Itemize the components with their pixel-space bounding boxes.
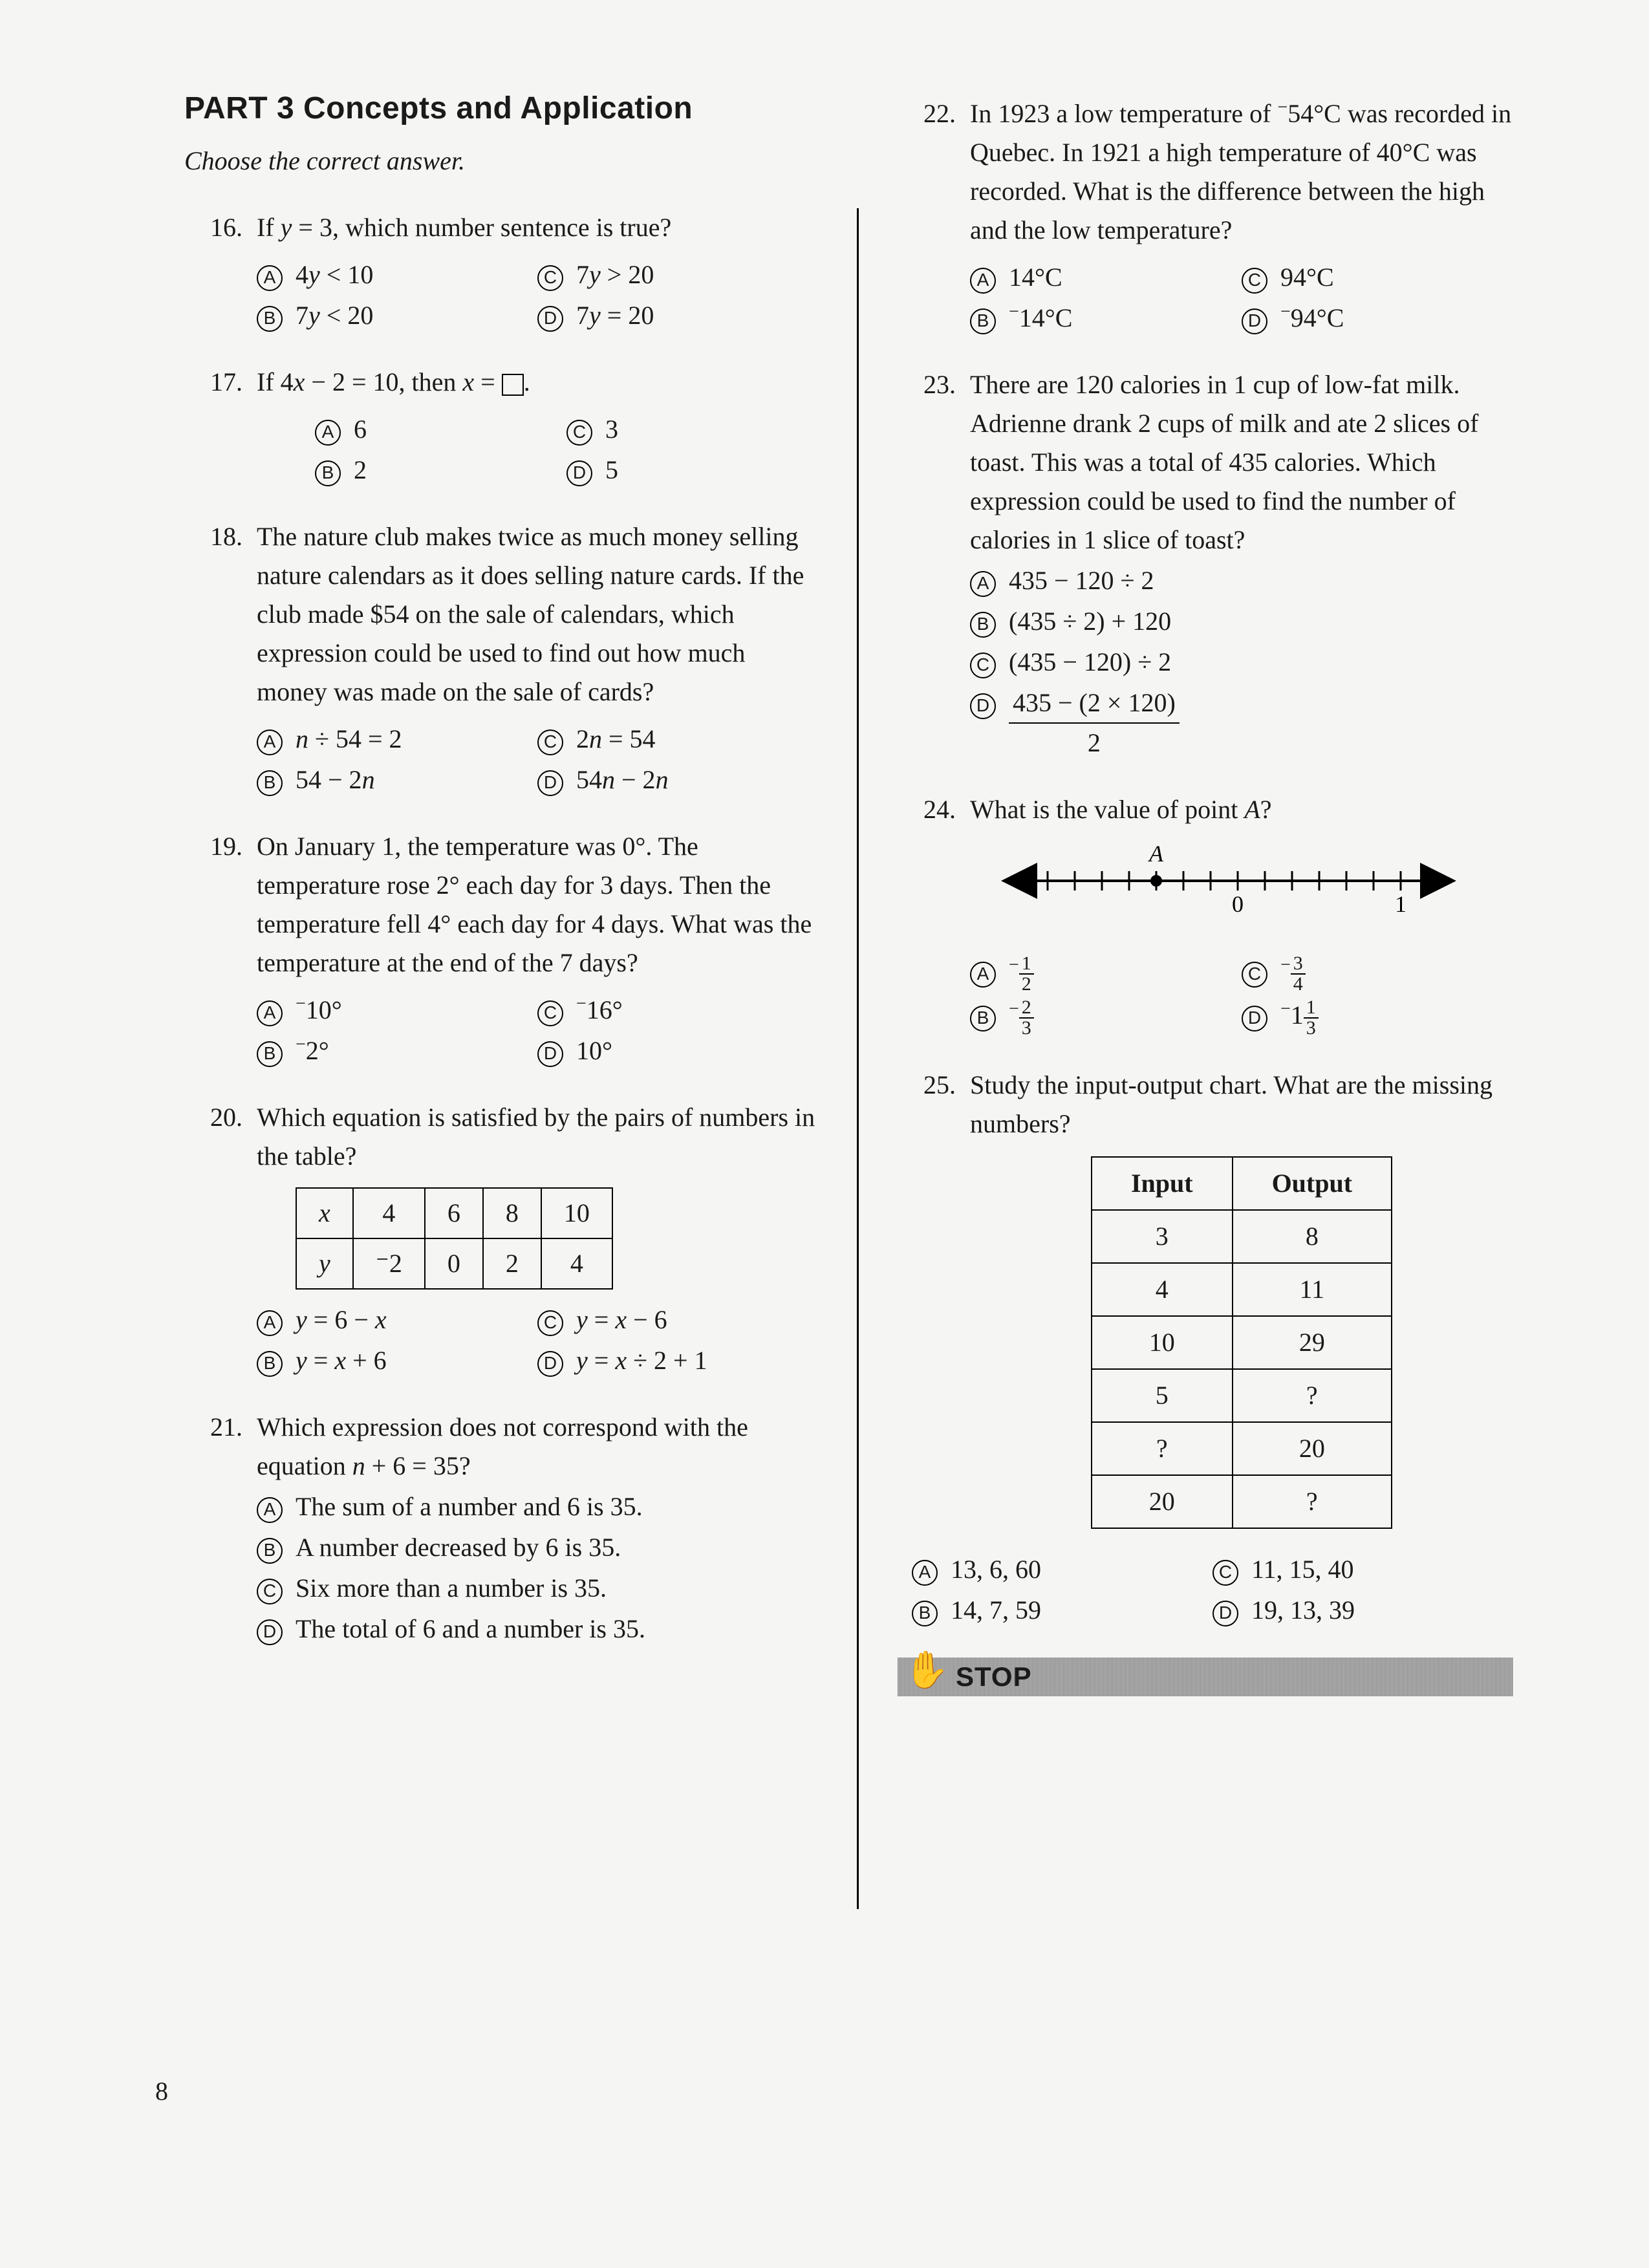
question-22: 22. In 1923 a low temperature of −54°C w… xyxy=(898,94,1513,340)
question-16: 16. If y = 3, which number sentence is t… xyxy=(184,208,818,337)
question-number: 23. xyxy=(898,365,970,764)
question-18: 18. The nature club makes twice as much … xyxy=(184,517,818,801)
choice-c[interactable]: C2n = 54 xyxy=(537,720,818,759)
choice-c[interactable]: C3 xyxy=(566,410,818,449)
stop-bar: ✋ STOP xyxy=(898,1658,1513,1696)
choice-a[interactable]: A−10° xyxy=(257,991,537,1030)
stop-label: STOP xyxy=(956,1661,1032,1692)
choice-a[interactable]: AThe sum of a number and 6 is 35. xyxy=(257,1487,818,1526)
question-text: Which expression does not correspond wit… xyxy=(257,1408,818,1485)
question-number: 18. xyxy=(184,517,257,801)
question-text: On January 1, the temperature was 0°. Th… xyxy=(257,827,818,982)
part-label: PART 3 xyxy=(184,91,294,125)
choice-a[interactable]: Ay = 6 − x xyxy=(257,1301,537,1339)
choice-b[interactable]: By = x + 6 xyxy=(257,1341,537,1380)
question-25: 25. Study the input-output chart. What a… xyxy=(898,1066,1513,1632)
hand-icon: ✋ xyxy=(904,1648,949,1691)
question-17: 17. If 4x − 2 = 10, then x = . A6 B2 C3 … xyxy=(184,363,818,491)
choice-d[interactable]: D10° xyxy=(537,1031,818,1070)
page-number: 8 xyxy=(155,2076,168,2106)
choice-b[interactable]: B14, 7, 59 xyxy=(912,1591,1212,1630)
choice-d[interactable]: D54n − 2n xyxy=(537,761,818,799)
question-21: 21. Which expression does not correspond… xyxy=(184,1408,818,1650)
question-text: There are 120 calories in 1 cup of low-f… xyxy=(970,365,1513,559)
choice-letter: D xyxy=(537,306,563,332)
choice-b[interactable]: BA number decreased by 6 is 35. xyxy=(257,1528,818,1567)
choice-c[interactable]: C−34 xyxy=(1242,952,1513,994)
choice-d[interactable]: D−113 xyxy=(1242,996,1513,1038)
choice-a[interactable]: An ÷ 54 = 2 xyxy=(257,720,537,759)
choice-b[interactable]: B54 − 2n xyxy=(257,761,537,799)
question-number: 22. xyxy=(898,94,970,340)
svg-text:A: A xyxy=(1148,841,1164,867)
choice-b[interactable]: B−14°C xyxy=(970,299,1242,338)
choice-a[interactable]: A6 xyxy=(315,410,566,449)
svg-text:1: 1 xyxy=(1395,891,1406,917)
choice-a[interactable]: A435 − 120 ÷ 2 xyxy=(970,561,1513,600)
choice-c[interactable]: C−16° xyxy=(537,991,818,1030)
question-text: If y = 3, which number sentence is true? xyxy=(257,208,818,247)
choice-b[interactable]: B2 xyxy=(315,451,566,490)
question-text: If 4x − 2 = 10, then x = . xyxy=(257,363,818,402)
choice-c[interactable]: C7y > 20 xyxy=(537,255,818,294)
choice-b[interactable]: B−2° xyxy=(257,1031,537,1070)
question-text: In 1923 a low temperature of −54°C was r… xyxy=(970,94,1513,250)
choice-letter: C xyxy=(537,265,563,291)
choice-c[interactable]: C(435 − 120) ÷ 2 xyxy=(970,643,1513,682)
xy-table: x 4 6 8 10 y ⁻2 0 2 4 xyxy=(296,1187,613,1290)
question-20: 20. Which equation is satisfied by the p… xyxy=(184,1098,818,1382)
choice-b[interactable]: B(435 ÷ 2) + 120 xyxy=(970,602,1513,641)
choice-letter: A xyxy=(257,265,283,291)
question-text: What is the value of point A? xyxy=(970,790,1513,829)
choice-d[interactable]: DThe total of 6 and a number is 35. xyxy=(257,1610,818,1648)
question-number: 17. xyxy=(184,363,257,491)
question-number: 21. xyxy=(184,1408,257,1650)
question-23: 23. There are 120 calories in 1 cup of l… xyxy=(898,365,1513,764)
question-text: Which equation is satisfied by the pairs… xyxy=(257,1098,818,1176)
choice-letter: B xyxy=(257,306,283,332)
choice-d[interactable]: D19, 13, 39 xyxy=(1212,1591,1513,1630)
number-line-diagram: A 0 1 xyxy=(996,836,1513,937)
question-number: 24. xyxy=(898,790,970,1040)
right-column: 22. In 1923 a low temperature of −54°C w… xyxy=(898,94,1513,1909)
choice-c[interactable]: CSix more than a number is 35. xyxy=(257,1569,818,1608)
choice-b[interactable]: B−23 xyxy=(970,996,1242,1038)
question-number: 25. xyxy=(898,1066,970,1632)
choice-d[interactable]: Dy = x ÷ 2 + 1 xyxy=(537,1341,818,1380)
choice-c[interactable]: Cy = x − 6 xyxy=(537,1301,818,1339)
left-column: 16. If y = 3, which number sentence is t… xyxy=(184,208,818,1909)
input-output-table: InputOutput 38 411 1029 5? ?20 20? xyxy=(1091,1156,1392,1529)
choice-b[interactable]: B7y < 20 xyxy=(257,296,537,335)
choice-c[interactable]: C94°C xyxy=(1242,258,1513,297)
choice-a[interactable]: A−12 xyxy=(970,952,1242,994)
question-number: 20. xyxy=(184,1098,257,1382)
question-number: 16. xyxy=(184,208,257,337)
choice-a[interactable]: A13, 6, 60 xyxy=(912,1550,1212,1589)
choice-d[interactable]: D7y = 20 xyxy=(537,296,818,335)
column-divider xyxy=(857,208,859,1909)
question-text: The nature club makes twice as much mone… xyxy=(257,517,818,711)
choice-d[interactable]: D5 xyxy=(566,451,818,490)
choice-c[interactable]: C11, 15, 40 xyxy=(1212,1550,1513,1589)
part-heading: Concepts and Application xyxy=(303,91,693,125)
choice-d[interactable]: D−94°C xyxy=(1242,299,1513,338)
choice-a[interactable]: A4y < 10 xyxy=(257,255,537,294)
question-24: 24. What is the value of point A? xyxy=(898,790,1513,1040)
question-text: Study the input-output chart. What are t… xyxy=(970,1066,1513,1143)
svg-text:0: 0 xyxy=(1232,891,1244,917)
choice-d[interactable]: D 435 − (2 × 120) 2 xyxy=(970,684,1513,762)
question-19: 19. On January 1, the temperature was 0°… xyxy=(184,827,818,1072)
question-number: 19. xyxy=(184,827,257,1072)
choice-a[interactable]: A14°C xyxy=(970,258,1242,297)
